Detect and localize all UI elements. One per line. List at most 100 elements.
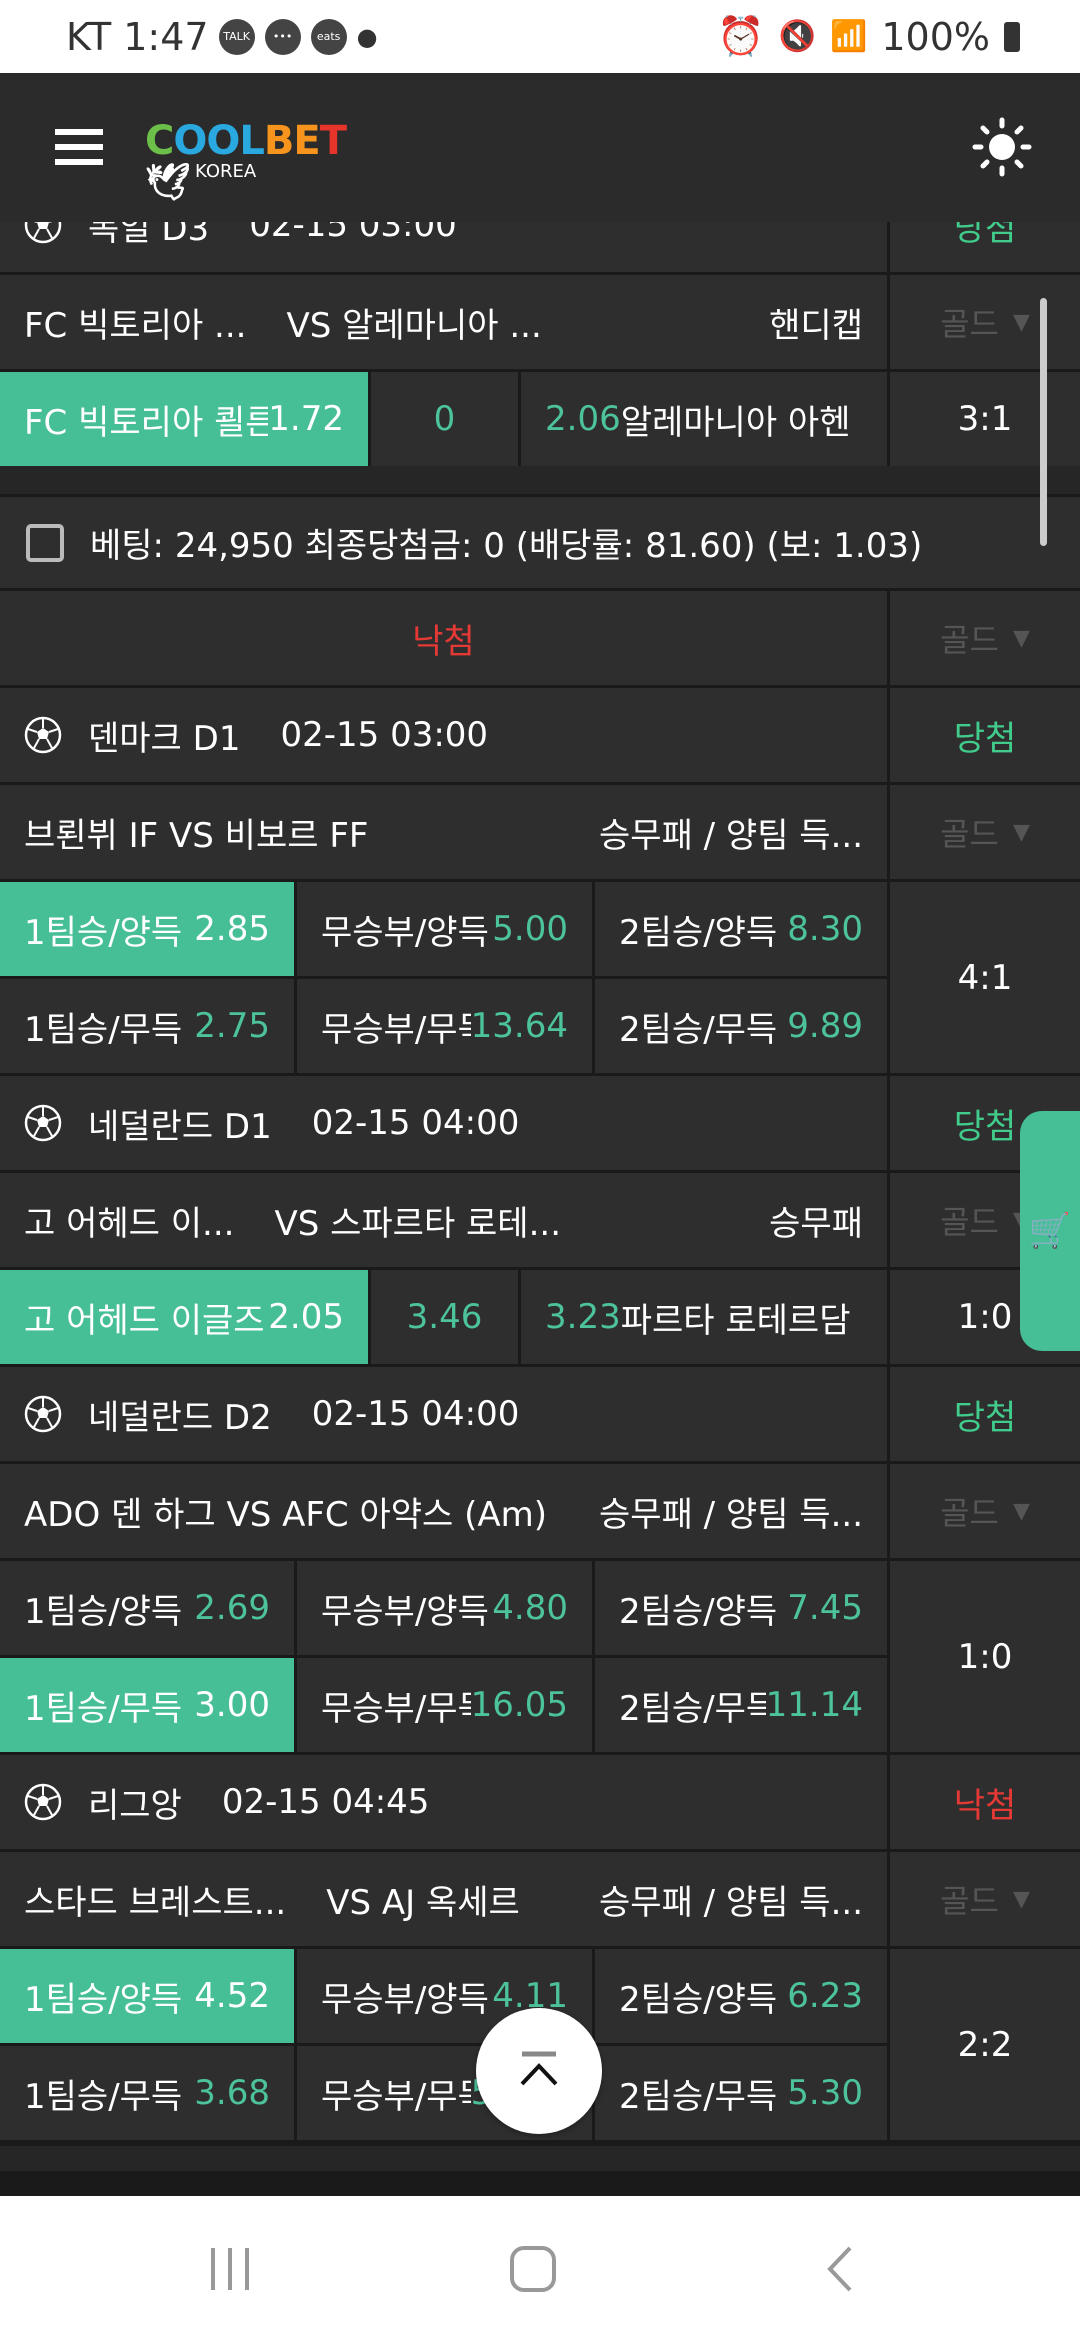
odds-button[interactable]: FC 빅토리아 쾰른 1.72 bbox=[0, 372, 368, 466]
odds-label: 무승부/양득 bbox=[321, 1591, 489, 1632]
odds-label: 무승부/양득 bbox=[321, 912, 489, 953]
divider bbox=[0, 466, 1080, 497]
checkbox[interactable] bbox=[26, 523, 64, 562]
recent-apps-icon[interactable] bbox=[205, 2244, 255, 2294]
odds-button[interactable]: 2.06 알레마니아 아헨 bbox=[521, 372, 887, 466]
scroll-to-top-button[interactable] bbox=[476, 2008, 602, 2134]
odds-button[interactable]: 1팀승/무득 3.68 bbox=[0, 2046, 294, 2140]
alarm-icon: ⏰ bbox=[717, 14, 765, 58]
odds-value: 9.89 bbox=[787, 1006, 863, 1046]
odds-value: 0 bbox=[433, 399, 456, 439]
odds-label: 1팀승/양득 bbox=[24, 1591, 183, 1632]
odds-button[interactable]: 3.23 파르타 로테르담 bbox=[521, 1270, 887, 1364]
odds-value: 16.05 bbox=[470, 1685, 568, 1725]
odds-button[interactable]: 1팀승/양득 2.85 bbox=[0, 882, 294, 976]
league-cell: 덴마크 D1 02-15 03:00 bbox=[0, 688, 887, 782]
odds-button[interactable]: 2팀승/무득 11.14 bbox=[595, 1658, 887, 1752]
result-status: 당첨 bbox=[890, 1367, 1080, 1461]
odds-row: 1팀승/양득 2.69 무승부/양득 4.80 2팀승/양득 7.45 bbox=[0, 1561, 887, 1658]
odds-value: 3.23 bbox=[545, 1297, 621, 1337]
odds-label: 2팀승/양득 bbox=[619, 1979, 778, 2020]
cart-button[interactable]: 🛒 bbox=[1020, 1111, 1080, 1351]
coolbet-logo[interactable]: COOLBET 🕊 KOREA bbox=[145, 118, 347, 203]
odds-button[interactable]: 2팀승/양득 6.23 bbox=[595, 1949, 887, 2043]
league-cell: 네덜란드 D1 02-15 04:00 bbox=[0, 1076, 887, 1170]
bet-summary: 베팅: 24,950 최종당첨금: 0 (배당률: 81.60) (보: 1.0… bbox=[0, 497, 1080, 591]
market-type: 승무패 bbox=[769, 1203, 863, 1244]
sun-icon[interactable] bbox=[972, 117, 1032, 177]
odds-label: 고 어헤드 이글즈 bbox=[24, 1300, 265, 1341]
gold-dropdown[interactable]: 골드 ▼ bbox=[890, 785, 1080, 879]
odds-rows: 고 어헤드 이글즈 2.05 3.46 3.23 파르타 로테르담 bbox=[0, 1270, 887, 1364]
back-icon[interactable] bbox=[820, 2244, 860, 2294]
match-cell: 스타드 브레스트... VS AJ 옥세르 승무패 / 양팀 득... bbox=[0, 1852, 887, 1946]
scrollbar[interactable] bbox=[1040, 298, 1047, 546]
result-status: 당첨 bbox=[890, 222, 1080, 272]
odds-grid: 1팀승/양득 4.52 무승부/양득 4.11 2팀승/양득 6.23 bbox=[0, 1949, 887, 2043]
odds-button[interactable]: 2팀승/양득 8.30 bbox=[595, 882, 887, 976]
teams: FC 빅토리아 ... VS 알레마니아 ... bbox=[24, 298, 542, 347]
odds-value: 2.69 bbox=[194, 1588, 270, 1628]
league-cell: 리그앙 02-15 04:45 bbox=[0, 1755, 887, 1849]
odds-button[interactable]: 무승부/무득16.05 bbox=[297, 1658, 592, 1752]
odds-button[interactable]: 2팀승/무득 5.30 bbox=[595, 2046, 887, 2140]
league-row: 네덜란드 D1 02-15 04:00 당첨 bbox=[0, 1076, 1080, 1173]
match-row: ADO 덴 하그 VS AFC 아약스 (Am) 승무패 / 양팀 득... 골드 ▼ bbox=[0, 1464, 1080, 1561]
match-time: 02-15 03:00 bbox=[280, 715, 489, 755]
match-cell: 브뢴뷔 IF VS 비보르 FF 승무패 / 양팀 득... bbox=[0, 785, 887, 879]
odds-row: FC 빅토리아 쾰른 1.72 0 2.06 알레마니아 아헨 bbox=[0, 372, 887, 466]
gold-dropdown[interactable]: 골드 ▼ bbox=[890, 591, 1080, 685]
odds-button[interactable]: 1팀승/무득 2.75 bbox=[0, 979, 294, 1073]
teams: 고 어헤드 이... VS 스파르타 로테... bbox=[24, 1196, 561, 1245]
odds-button[interactable]: 2팀승/양득 7.45 bbox=[595, 1561, 887, 1655]
odds-row: 1팀승/양득 2.85 무승부/양득 5.00 2팀승/양득 8.30 bbox=[0, 882, 887, 979]
odds-label: 2팀승/무득 bbox=[619, 1009, 778, 1050]
odds-value: 8.30 bbox=[787, 909, 863, 949]
home-icon[interactable] bbox=[508, 2244, 558, 2294]
league-name: 리그앙 bbox=[88, 1785, 182, 1826]
odds-grid: 1팀승/양득 2.85 무승부/양득 5.00 2팀승/양득 8.30 bbox=[0, 882, 887, 976]
coupang-eats-icon: eats bbox=[310, 18, 347, 55]
odds-button[interactable]: 무승부/양득 4.80 bbox=[297, 1561, 592, 1655]
odds-button[interactable]: 1팀승/양득 4.52 bbox=[0, 1949, 294, 2043]
odds-button[interactable]: 무승부/무득13.64 bbox=[297, 979, 592, 1073]
match-cell: FC 빅토리아 ... VS 알레마니아 ... 핸디캡 bbox=[0, 275, 887, 369]
chevron-down-icon: ▼ bbox=[1012, 625, 1030, 651]
soccer-ball-icon bbox=[24, 1395, 62, 1433]
gold-dropdown[interactable]: 골드 ▼ bbox=[890, 1464, 1080, 1558]
bet-result-row: 낙첨 골드 ▼ bbox=[0, 591, 1080, 688]
hamburger-icon[interactable] bbox=[55, 129, 103, 165]
dot-icon: ● bbox=[356, 22, 378, 51]
odds-button[interactable]: 1팀승/양득 2.69 bbox=[0, 1561, 294, 1655]
teams: 스타드 브레스트... VS AJ 옥세르 bbox=[24, 1875, 520, 1924]
gold-dropdown[interactable]: 골드 ▼ bbox=[890, 1852, 1080, 1946]
bet-history-list[interactable]: 독일 D3 02-15 03:00 당첨 FC 빅토리아 ... VS 알레마니아 ..… bbox=[0, 222, 1080, 2196]
odds-row: 고 어헤드 이글즈 2.05 3.46 3.23 파르타 로테르담 bbox=[0, 1270, 887, 1364]
odds-label: 2팀승/무득 bbox=[619, 2076, 778, 2117]
league-cell: 네덜란드 D2 02-15 04:00 bbox=[0, 1367, 887, 1461]
odds-block: 고 어헤드 이글즈 2.05 3.46 3.23 파르타 로테르담 1:0 bbox=[0, 1270, 1080, 1367]
soccer-ball-icon bbox=[24, 1104, 62, 1142]
odds-grid: 고 어헤드 이글즈 2.05 3.46 3.23 파르타 로테르담 bbox=[0, 1270, 887, 1364]
odds-value: 5.30 bbox=[787, 2073, 863, 2113]
cart-icon: 🛒 bbox=[1028, 1211, 1072, 1251]
odds-button[interactable]: 무승부/양득 5.00 bbox=[297, 882, 592, 976]
odds-button[interactable]: 3.46 bbox=[371, 1270, 518, 1364]
odds-button[interactable]: 고 어헤드 이글즈 2.05 bbox=[0, 1270, 368, 1364]
home-team: 스타드 브레스트... bbox=[24, 1882, 287, 1923]
odds-value: 3.46 bbox=[406, 1297, 483, 1337]
odds-button[interactable]: 1팀승/무득 3.00 bbox=[0, 1658, 294, 1752]
odds-value: 13.64 bbox=[470, 1006, 568, 1046]
odds-rows: 1팀승/양득 2.85 무승부/양득 5.00 2팀승/양득 8.30 1팀승/무득 2.75… bbox=[0, 882, 887, 1073]
divider bbox=[0, 2143, 1080, 2171]
odds-value: 1.72 bbox=[268, 399, 344, 439]
gold-dropdown[interactable]: 골드 ▼ bbox=[890, 275, 1080, 369]
logo-sub: KOREA bbox=[195, 161, 257, 182]
result-status: 낙첨 bbox=[890, 1755, 1080, 1849]
odds-block: 1팀승/양득 2.69 무승부/양득 4.80 2팀승/양득 7.45 1팀승/무득 3.00… bbox=[0, 1561, 1080, 1755]
kakaotalk-icon: TALK bbox=[218, 18, 255, 55]
odds-button[interactable]: 2팀승/무득 9.89 bbox=[595, 979, 887, 1073]
league-name: 덴마크 D1 bbox=[88, 718, 241, 759]
